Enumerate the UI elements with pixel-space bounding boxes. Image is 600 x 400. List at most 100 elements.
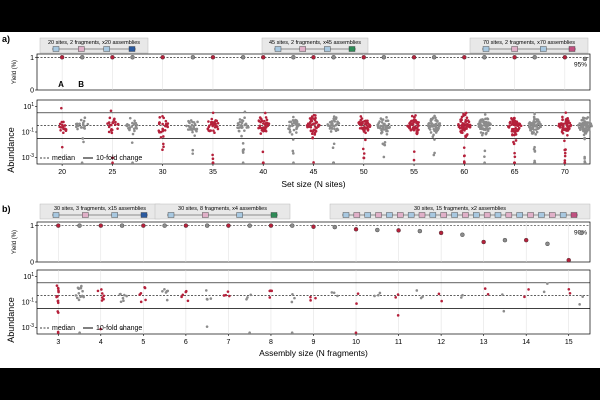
panel-label: b): [2, 204, 11, 214]
abundance-point: [334, 117, 338, 121]
abundance-point: [260, 128, 264, 132]
abundance-point: [62, 120, 65, 124]
abundance-point: [461, 121, 465, 125]
abundance-point: [434, 126, 438, 129]
abundance-point: [64, 129, 68, 133]
abundance-point: [119, 300, 123, 304]
x-axis-label: Set size (N sites): [281, 179, 345, 189]
abundance-point: [262, 127, 265, 131]
abundance-point: [122, 299, 125, 303]
abundance-point: [462, 146, 466, 149]
abundance-point: [238, 118, 242, 121]
abundance-point: [533, 124, 536, 128]
abundance-point: [165, 298, 169, 302]
abundance-axis-label: Abundance: [6, 297, 16, 343]
abundance-point: [309, 299, 312, 302]
abundance-point: [356, 292, 360, 295]
abundance-point: [517, 126, 521, 130]
abundance-point: [561, 115, 564, 119]
abundance-point: [56, 310, 60, 313]
abundance-point: [128, 116, 132, 120]
abundance-point: [533, 118, 536, 121]
abundance-point: [486, 293, 490, 296]
abundance-point: [63, 127, 67, 131]
yield-point: [291, 55, 296, 60]
abundance-point: [482, 120, 485, 124]
abundance-point: [139, 291, 143, 295]
legend-tenfold-label: 10-fold change: [96, 325, 142, 332]
annotation-box: 30 sites, 8 fragments, x4 assemblies: [154, 203, 291, 220]
abundance-point: [209, 122, 213, 126]
abundance-point: [243, 110, 247, 114]
abundance-point: [483, 161, 486, 165]
abundance-point: [561, 118, 564, 122]
abundance-point: [412, 158, 416, 162]
abundance-point: [465, 127, 468, 130]
yield-point: [311, 55, 316, 60]
abundance-point: [528, 125, 531, 129]
x-tick-label: 10: [352, 339, 360, 346]
construct-fragment: [140, 212, 148, 218]
abundance-point: [483, 124, 486, 127]
abundance-point: [211, 161, 215, 165]
annotation-text: 20 sites, 2 fragments, x20 assemblies: [48, 40, 140, 46]
x-tick-label: 55: [410, 169, 418, 176]
yield-point: [98, 223, 104, 228]
abundance-point: [161, 122, 164, 126]
abundance-point: [466, 119, 470, 122]
yield-point: [110, 55, 115, 60]
abundance-point: [396, 293, 400, 296]
abundance-point: [310, 119, 314, 123]
abundance-point: [109, 109, 113, 113]
abundance-point: [431, 116, 435, 120]
abundance-point: [184, 290, 188, 294]
abundance-point: [164, 124, 167, 128]
abundance-point: [118, 292, 122, 296]
abundance-point: [411, 121, 415, 125]
abundance-point: [530, 127, 533, 130]
abundance-point: [378, 120, 381, 123]
abundance-point: [590, 124, 593, 128]
abundance-point: [484, 132, 488, 136]
abundance-point: [332, 291, 336, 295]
abundance-point: [290, 300, 294, 304]
x-tick-label: 14: [522, 339, 530, 346]
annotation-box: 30 sites, 15 fragments, x2 assemblies: [329, 203, 591, 220]
yield-point: [523, 237, 529, 243]
yield-point: [579, 230, 584, 236]
abundance-point: [125, 294, 128, 298]
abundance-point: [380, 121, 384, 124]
x-tick-label: 11: [395, 339, 402, 346]
abundance-point: [111, 161, 114, 165]
abundance-point: [308, 123, 311, 126]
abundance-point: [96, 289, 100, 293]
abundance-point: [291, 138, 295, 141]
abundance-point: [513, 151, 516, 155]
abundance-point: [190, 128, 194, 132]
panel-label: a): [2, 34, 10, 44]
abundance-point: [310, 132, 314, 136]
abundance-point: [143, 286, 147, 290]
yield-point: [204, 223, 210, 228]
abundance-point: [535, 130, 539, 134]
x-tick-label: 13: [480, 339, 488, 346]
abundance-point: [486, 129, 490, 133]
abundance-point: [407, 125, 411, 129]
panel-a: a) 20 sites, 2 fragments, x20 assemblies 4…: [2, 34, 593, 189]
abundance-point: [464, 135, 468, 139]
abundance-point: [507, 126, 511, 129]
abundance-point: [332, 115, 336, 118]
abundance-point: [463, 161, 466, 165]
abundance-point: [268, 296, 272, 299]
yield-point: [361, 55, 366, 60]
abundance-axis-label: Abundance: [6, 127, 16, 173]
abundance-point: [414, 114, 417, 117]
x-tick-label: 30: [159, 169, 167, 176]
abundance-point: [259, 126, 262, 130]
point-label-a: A: [58, 80, 64, 89]
abundance-point: [116, 122, 120, 126]
abundance-tick-label: 101: [23, 102, 34, 111]
abundance-point: [384, 126, 388, 129]
x-tick-label: 8: [269, 339, 273, 346]
abundance-point: [386, 119, 389, 122]
